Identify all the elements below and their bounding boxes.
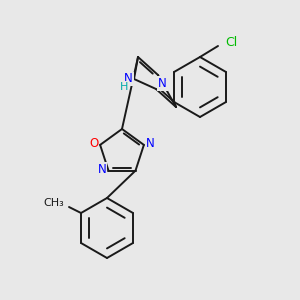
Text: H: H	[120, 82, 128, 92]
Text: N: N	[146, 137, 154, 150]
Text: N: N	[158, 77, 167, 90]
Text: N: N	[124, 73, 133, 85]
Text: CH₃: CH₃	[43, 198, 64, 208]
Text: N: N	[98, 163, 106, 176]
Text: Cl: Cl	[225, 37, 237, 50]
Text: O: O	[89, 137, 98, 150]
